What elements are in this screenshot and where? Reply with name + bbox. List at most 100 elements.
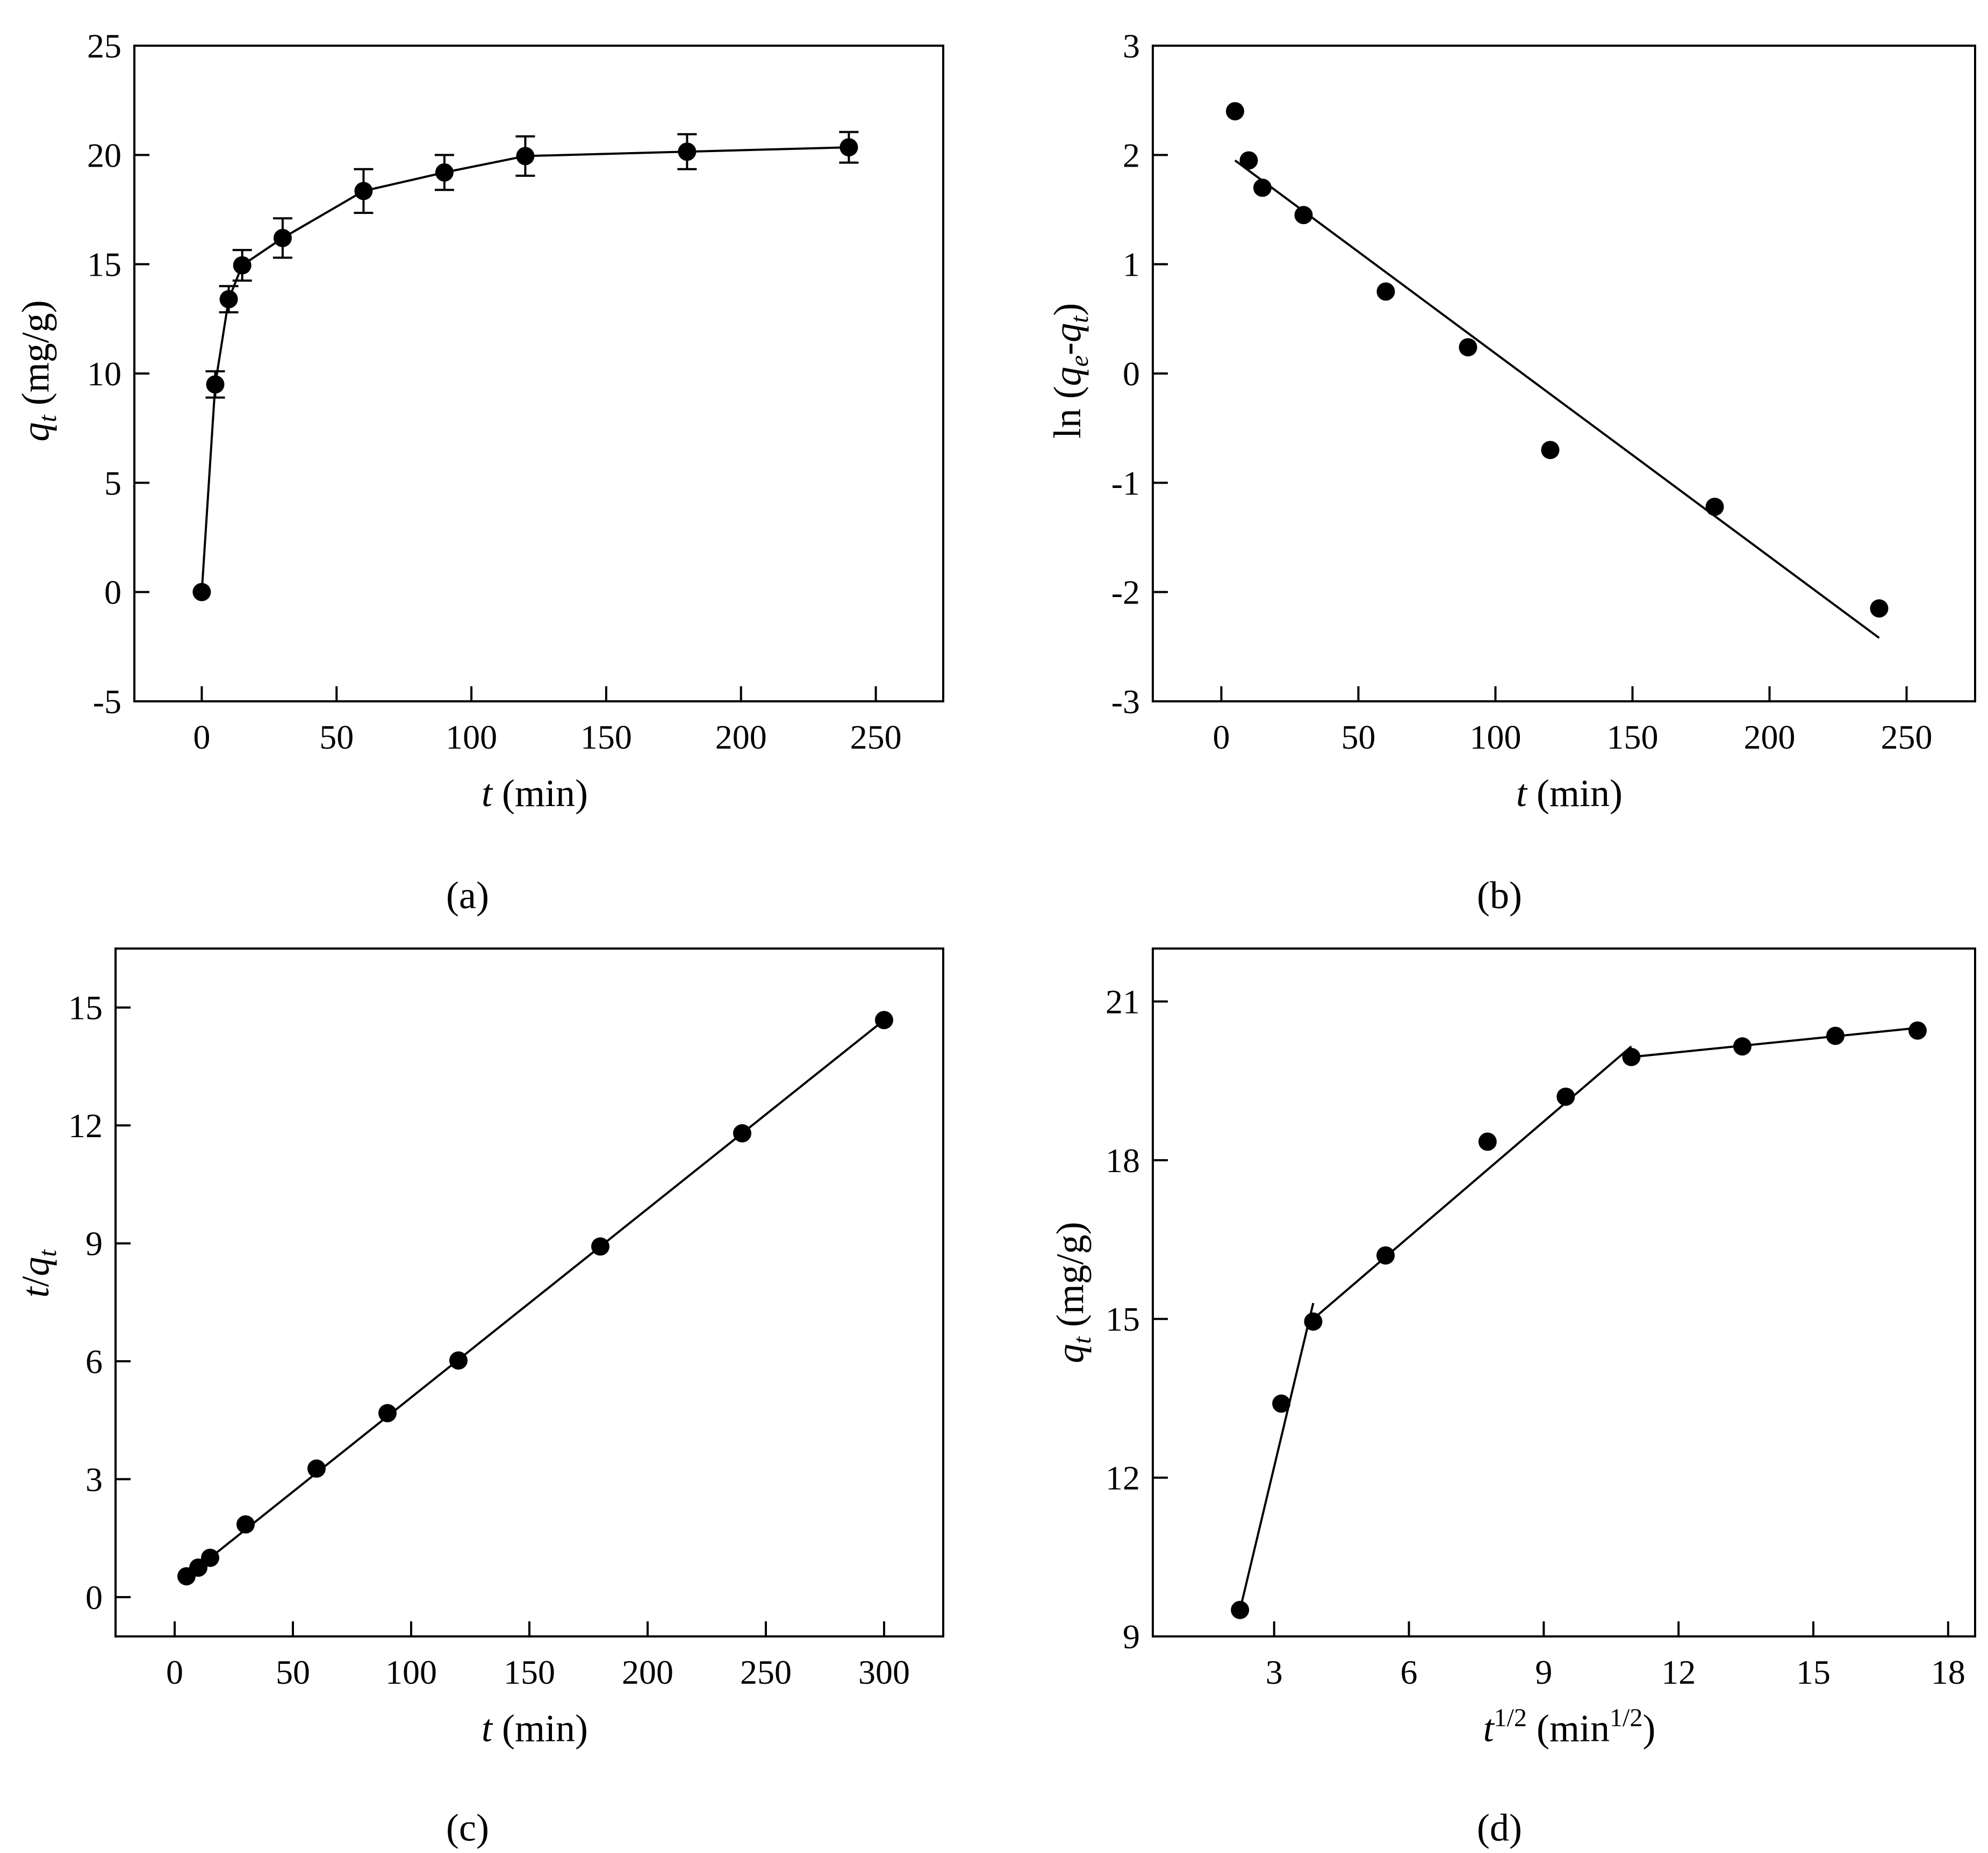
- y-axis-title-b-prefix: ln (: [1046, 386, 1089, 439]
- y-axis-title-a-sub: t: [33, 414, 62, 422]
- y-tick-label-a-0: -5: [93, 683, 121, 721]
- fit-line-c-0: [185, 1019, 885, 1578]
- x-tick-label-a-3: 150: [580, 718, 632, 756]
- y-tick-label-a-3: 10: [87, 355, 121, 393]
- y-axis-title-b: ln (qe-qt): [1046, 303, 1094, 439]
- x-tick-label-a-5: 250: [850, 718, 902, 756]
- data-point-d-5: [1556, 1087, 1575, 1106]
- x-axis-title-d-t: t: [1483, 1707, 1495, 1750]
- x-axis-title-a-unit: (min): [492, 772, 588, 815]
- data-point-a-9: [839, 138, 858, 157]
- y-tick-label-d-3: 18: [1106, 1141, 1140, 1180]
- fit-line-d-0: [1239, 1303, 1315, 1611]
- x-axis-title-d: t1/2 (min1/2): [1483, 1704, 1656, 1750]
- y-axis-title-d-sub: t: [1068, 1336, 1096, 1344]
- data-point-b-7: [1705, 498, 1724, 516]
- x-axis-title-c: t (min): [482, 1707, 588, 1750]
- data-point-b-4: [1376, 282, 1395, 301]
- x-tick-label-b-5: 250: [1881, 718, 1933, 756]
- y-axis-title-b-q1: q: [1046, 367, 1089, 386]
- data-point-b-6: [1541, 441, 1560, 459]
- x-tick-label-c-5: 250: [740, 1653, 792, 1691]
- x-tick-label-d-0: 3: [1266, 1653, 1283, 1691]
- chart-panel-b: t (min) ln (qe-qt) (b) 0 50 100 150 200 250-3…: [1046, 27, 1976, 917]
- y-tick-label-a-6: 25: [87, 27, 121, 65]
- data-point-c-9: [875, 1011, 893, 1030]
- data-point-a-2: [219, 290, 238, 308]
- fit-line-d-2: [1631, 1026, 1918, 1058]
- y-tick-label-c-5: 15: [68, 989, 103, 1027]
- y-axis-title-c-slash: /: [14, 1276, 57, 1287]
- x-tick-label-b-3: 150: [1607, 718, 1659, 756]
- x-axis-title-d-end: ): [1642, 1707, 1655, 1750]
- x-tick-label-a-2: 100: [446, 718, 497, 756]
- x-axis-title-c-var: t: [482, 1707, 493, 1750]
- data-point-c-7: [591, 1237, 609, 1256]
- y-tick-label-d-0: 9: [1123, 1618, 1140, 1656]
- data-point-c-2: [201, 1548, 219, 1567]
- y-axis-title-c: t/qt: [14, 1249, 62, 1298]
- y-axis-title-c-sub: t: [33, 1249, 62, 1257]
- panel-label-d: (d): [1477, 1806, 1522, 1849]
- y-tick-label-a-5: 20: [87, 136, 121, 174]
- data-point-d-0: [1231, 1600, 1250, 1619]
- x-tick-label-b-1: 50: [1341, 718, 1376, 756]
- data-point-d-7: [1733, 1037, 1752, 1056]
- x-axis-title-d-mid: (min: [1527, 1707, 1610, 1750]
- y-tick-label-b-5: 2: [1123, 136, 1140, 174]
- x-tick-label-d-4: 15: [1796, 1653, 1831, 1691]
- series-line-a-0: [200, 146, 849, 592]
- y-tick-label-b-0: -3: [1111, 683, 1140, 721]
- x-tick-label-b-4: 200: [1744, 718, 1796, 756]
- x-tick-label-b-0: 0: [1213, 718, 1230, 756]
- data-point-d-6: [1622, 1047, 1641, 1066]
- data-point-c-8: [733, 1124, 751, 1143]
- chart-panel-d: t1/2 (min1/2) qt (mg/g) (d) 3 6 9 12 15 18912…: [1049, 947, 1976, 1849]
- plot-frame-d: [1152, 947, 1976, 1637]
- x-tick-label-c-2: 100: [385, 1653, 437, 1691]
- x-tick-label-c-3: 150: [504, 1653, 555, 1691]
- y-tick-label-c-1: 3: [85, 1460, 103, 1498]
- x-tick-label-d-1: 6: [1401, 1653, 1418, 1691]
- y-tick-label-d-4: 21: [1106, 982, 1140, 1021]
- data-point-b-1: [1239, 151, 1258, 170]
- x-tick-label-a-1: 50: [319, 718, 354, 756]
- x-axis-title-b-unit: (min): [1527, 772, 1623, 815]
- y-tick-label-c-0: 0: [85, 1578, 103, 1617]
- y-tick-label-b-2: -1: [1111, 464, 1140, 502]
- y-tick-label-d-2: 15: [1106, 1300, 1140, 1338]
- x-axis-title-b: t (min): [1516, 772, 1623, 815]
- y-axis-title-c-q: q: [14, 1257, 57, 1276]
- y-tick-label-a-1: 0: [104, 573, 121, 612]
- y-tick-label-d-1: 12: [1106, 1459, 1140, 1497]
- y-axis-title-b-suffix: ): [1046, 303, 1089, 316]
- data-point-b-3: [1294, 206, 1313, 225]
- x-tick-label-d-3: 12: [1661, 1653, 1696, 1691]
- data-point-a-8: [678, 142, 697, 161]
- x-tick-label-c-0: 0: [166, 1653, 183, 1691]
- x-axis-title-d-tsup: 1/2: [1494, 1704, 1527, 1732]
- data-point-d-4: [1478, 1132, 1497, 1151]
- x-tick-label-a-0: 0: [193, 718, 210, 756]
- data-point-d-9: [1908, 1021, 1927, 1040]
- data-point-b-2: [1253, 178, 1272, 197]
- chart-panel-a: t (min) qt (mg/g) (a) 0 50 100 150 200 250-50…: [14, 27, 944, 917]
- data-point-a-0: [192, 583, 211, 601]
- x-tick-label-c-1: 50: [276, 1653, 310, 1691]
- x-tick-label-b-2: 100: [1470, 718, 1521, 756]
- data-point-a-5: [354, 182, 373, 200]
- y-axis-title-a-unit: (mg/g): [14, 300, 57, 415]
- data-point-d-3: [1376, 1246, 1395, 1265]
- y-tick-label-b-1: -2: [1111, 573, 1140, 612]
- x-axis-title-c-unit: (min): [492, 1707, 588, 1750]
- data-point-d-2: [1304, 1312, 1323, 1331]
- y-axis-title-d-var: q: [1049, 1344, 1092, 1363]
- fit-line-b-0: [1234, 159, 1880, 639]
- data-point-d-8: [1826, 1026, 1845, 1045]
- data-point-a-4: [273, 228, 292, 247]
- y-tick-label-c-2: 6: [85, 1342, 103, 1381]
- y-tick-label-b-4: 1: [1123, 246, 1140, 284]
- x-tick-label-c-6: 300: [858, 1653, 910, 1691]
- data-point-a-7: [516, 147, 535, 166]
